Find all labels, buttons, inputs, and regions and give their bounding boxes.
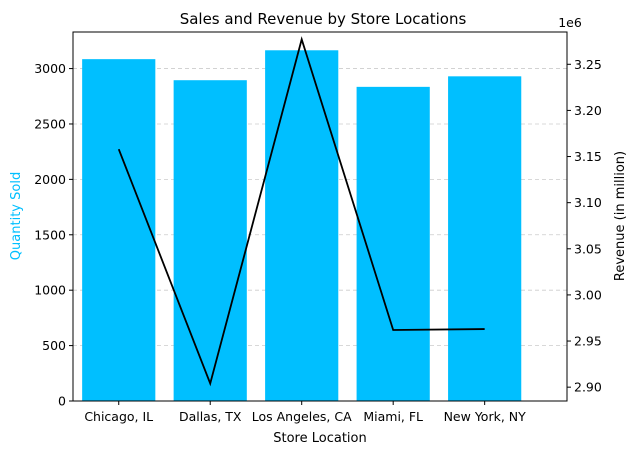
y2-tick-label: 2.90: [574, 380, 602, 395]
x-tick-label: Dallas, TX: [179, 409, 242, 424]
y-tick-label: 500: [42, 338, 66, 353]
bar-quantity-sold: [448, 76, 522, 401]
y-tick-label: 3000: [34, 61, 66, 76]
y-axis-ticks: 0 500 1000 1500 2000 2500 3000: [34, 61, 73, 409]
y2-tick-label: 3.15: [574, 149, 602, 164]
x-tick-label: Miami, FL: [363, 409, 423, 424]
y2-tick-label: 3.00: [574, 287, 602, 302]
x-axis-ticks: Chicago, IL Dallas, TX Los Angeles, CA Miam…: [84, 401, 526, 424]
x-tick-label: Chicago, IL: [84, 409, 153, 424]
y-tick-label: 0: [58, 394, 66, 409]
y-tick-label: 1000: [34, 283, 66, 298]
plot-frame: [72, 31, 568, 402]
y-tick-label: 2500: [34, 116, 66, 131]
y-tick-label: 2000: [34, 172, 66, 187]
y2-tick-label: 2.95: [574, 334, 602, 349]
y2-axis-title: Revenue (in million): [613, 151, 628, 281]
y-tick-label: 1500: [34, 227, 66, 242]
x-tick-label: Los Angeles, CA: [252, 409, 352, 424]
y2-tick-label: 3.20: [574, 103, 602, 118]
x-axis-title: Store Location: [273, 431, 366, 446]
revenue-line: [117, 36, 485, 387]
bar-quantity-sold: [82, 59, 156, 401]
y2-axis-ticks: 2.90 2.95 3.00 3.05 3.10 3.15 3.20 3.25: [567, 57, 602, 395]
bars: [82, 50, 522, 402]
x-tick-label: New York, NY: [444, 409, 527, 424]
bar-quantity-sold: [356, 86, 430, 401]
y2-tick-label: 3.25: [574, 57, 602, 72]
y2-tick-label: 3.10: [574, 195, 602, 210]
y2-tick-label: 3.05: [574, 241, 602, 256]
chart-title: Sales and Revenue by Store Locations: [180, 10, 467, 28]
y2-offset-label: 1e6: [558, 15, 582, 30]
revenue-line-group: [117, 36, 485, 387]
bar-quantity-sold: [265, 50, 339, 401]
y-axis-title: Quantity Sold: [9, 172, 24, 260]
bar-quantity-sold: [173, 80, 247, 402]
